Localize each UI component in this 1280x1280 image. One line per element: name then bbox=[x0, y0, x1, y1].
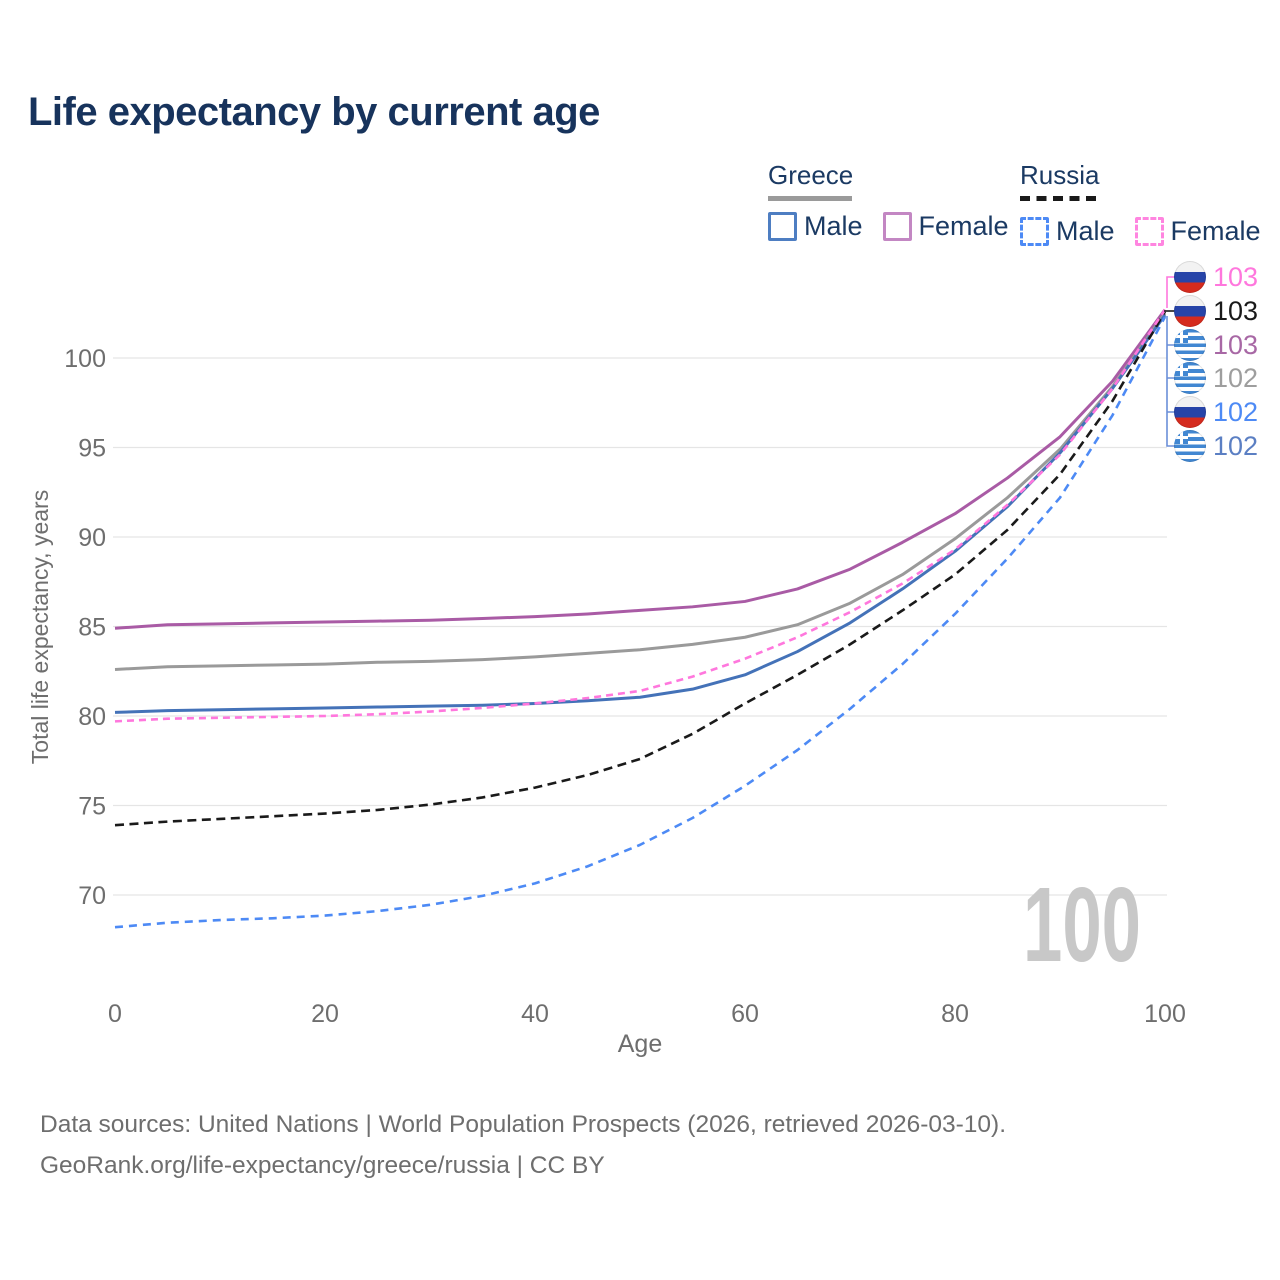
russia-flag-icon bbox=[1174, 261, 1206, 293]
end-label-russia-total: 103 bbox=[1174, 294, 1258, 328]
footer-attribution: GeoRank.org/life-expectancy/greece/russi… bbox=[40, 1152, 605, 1179]
y-tick-label: 80 bbox=[78, 703, 106, 731]
age-position-watermark: 100 bbox=[1023, 866, 1141, 984]
legend-linestyle-russia bbox=[1020, 196, 1096, 206]
greece-flag-icon bbox=[1174, 430, 1206, 462]
end-label-russia-female: 103 bbox=[1174, 260, 1258, 294]
legend-item-greece-male[interactable]: Male bbox=[768, 211, 863, 242]
y-tick-label: 70 bbox=[78, 882, 106, 910]
y-tick-label: 90 bbox=[78, 524, 106, 552]
end-label-value: 102 bbox=[1213, 397, 1259, 427]
series-line-greece-female bbox=[114, 308, 1167, 630]
end-label-value: 103 bbox=[1213, 262, 1259, 292]
x-tick-label: 60 bbox=[731, 1000, 759, 1028]
y-tick-label: 100 bbox=[64, 345, 106, 373]
legend-label-greece-male[interactable]: Male bbox=[804, 211, 863, 241]
russia-flag-icon bbox=[1174, 396, 1206, 428]
gridlines: 70 75 80 85 90 95 100 bbox=[64, 345, 1167, 910]
axes: 0 20 40 60 80 100 Age Total life expectancy, ye… bbox=[27, 490, 1186, 1058]
x-axis-title: Age bbox=[618, 1030, 662, 1058]
legend-group-russia: Russia Male Female bbox=[1020, 160, 1280, 247]
greece-flag-icon bbox=[1174, 362, 1206, 394]
legend-item-russia-female[interactable]: Female bbox=[1134, 216, 1261, 247]
footer-data-sources: Data sources: United Nations | World Pop… bbox=[40, 1111, 1007, 1138]
legend-swatch-russia-female[interactable] bbox=[1134, 217, 1164, 246]
legend-swatch-greece-male[interactable] bbox=[768, 212, 797, 241]
legend-country-greece: Greece bbox=[768, 160, 854, 190]
series-line-greece-male bbox=[114, 314, 1167, 714]
end-label-value: 103 bbox=[1213, 296, 1259, 326]
x-tick-label: 80 bbox=[941, 1000, 969, 1028]
x-tick-label: 20 bbox=[311, 1000, 339, 1028]
y-tick-label: 75 bbox=[78, 793, 106, 821]
legend-label-russia-male[interactable]: Male bbox=[1056, 216, 1115, 246]
end-label-greece-male: 102 bbox=[1174, 429, 1258, 463]
legend-swatch-greece-female[interactable] bbox=[882, 212, 912, 241]
x-tick-label: 0 bbox=[108, 1000, 122, 1028]
series-line-greece-total bbox=[114, 312, 1167, 671]
end-label-russia-male: 102 bbox=[1174, 395, 1258, 429]
legend-country-russia: Russia bbox=[1020, 160, 1100, 190]
legend-linestyle-greece bbox=[768, 196, 852, 201]
greece-flag-icon bbox=[1174, 329, 1206, 361]
footer: Data sources: United Nations | World Pop… bbox=[40, 1104, 1006, 1186]
y-tick-label: 95 bbox=[78, 435, 106, 463]
russia-flag-icon bbox=[1174, 295, 1206, 327]
page-title: Life expectancy by current age bbox=[28, 90, 600, 134]
series-line-russia-female bbox=[114, 308, 1167, 723]
end-label-value: 102 bbox=[1213, 363, 1259, 393]
end-label-value: 103 bbox=[1213, 330, 1259, 360]
end-label-value: 102 bbox=[1213, 431, 1259, 461]
legend-item-greece-female[interactable]: Female bbox=[882, 211, 1009, 242]
series-line-russia-male bbox=[114, 316, 1167, 929]
legend-group-greece: Greece Male Female bbox=[768, 160, 1029, 242]
legend-swatch-russia-male[interactable] bbox=[1020, 217, 1049, 246]
y-tick-label: 85 bbox=[78, 614, 106, 642]
legend-label-greece-female[interactable]: Female bbox=[918, 211, 1009, 241]
end-label-greece-total: 102 bbox=[1174, 361, 1258, 395]
x-tick-label: 40 bbox=[521, 1000, 549, 1028]
end-label-greece-female: 103 bbox=[1174, 328, 1258, 362]
legend-label-russia-female[interactable]: Female bbox=[1170, 216, 1261, 246]
series-line-russia-total bbox=[114, 310, 1167, 827]
x-tick-label: 100 bbox=[1144, 1000, 1186, 1028]
y-axis-title: Total life expectancy, years bbox=[27, 490, 53, 764]
legend-item-russia-male[interactable]: Male bbox=[1020, 216, 1115, 247]
